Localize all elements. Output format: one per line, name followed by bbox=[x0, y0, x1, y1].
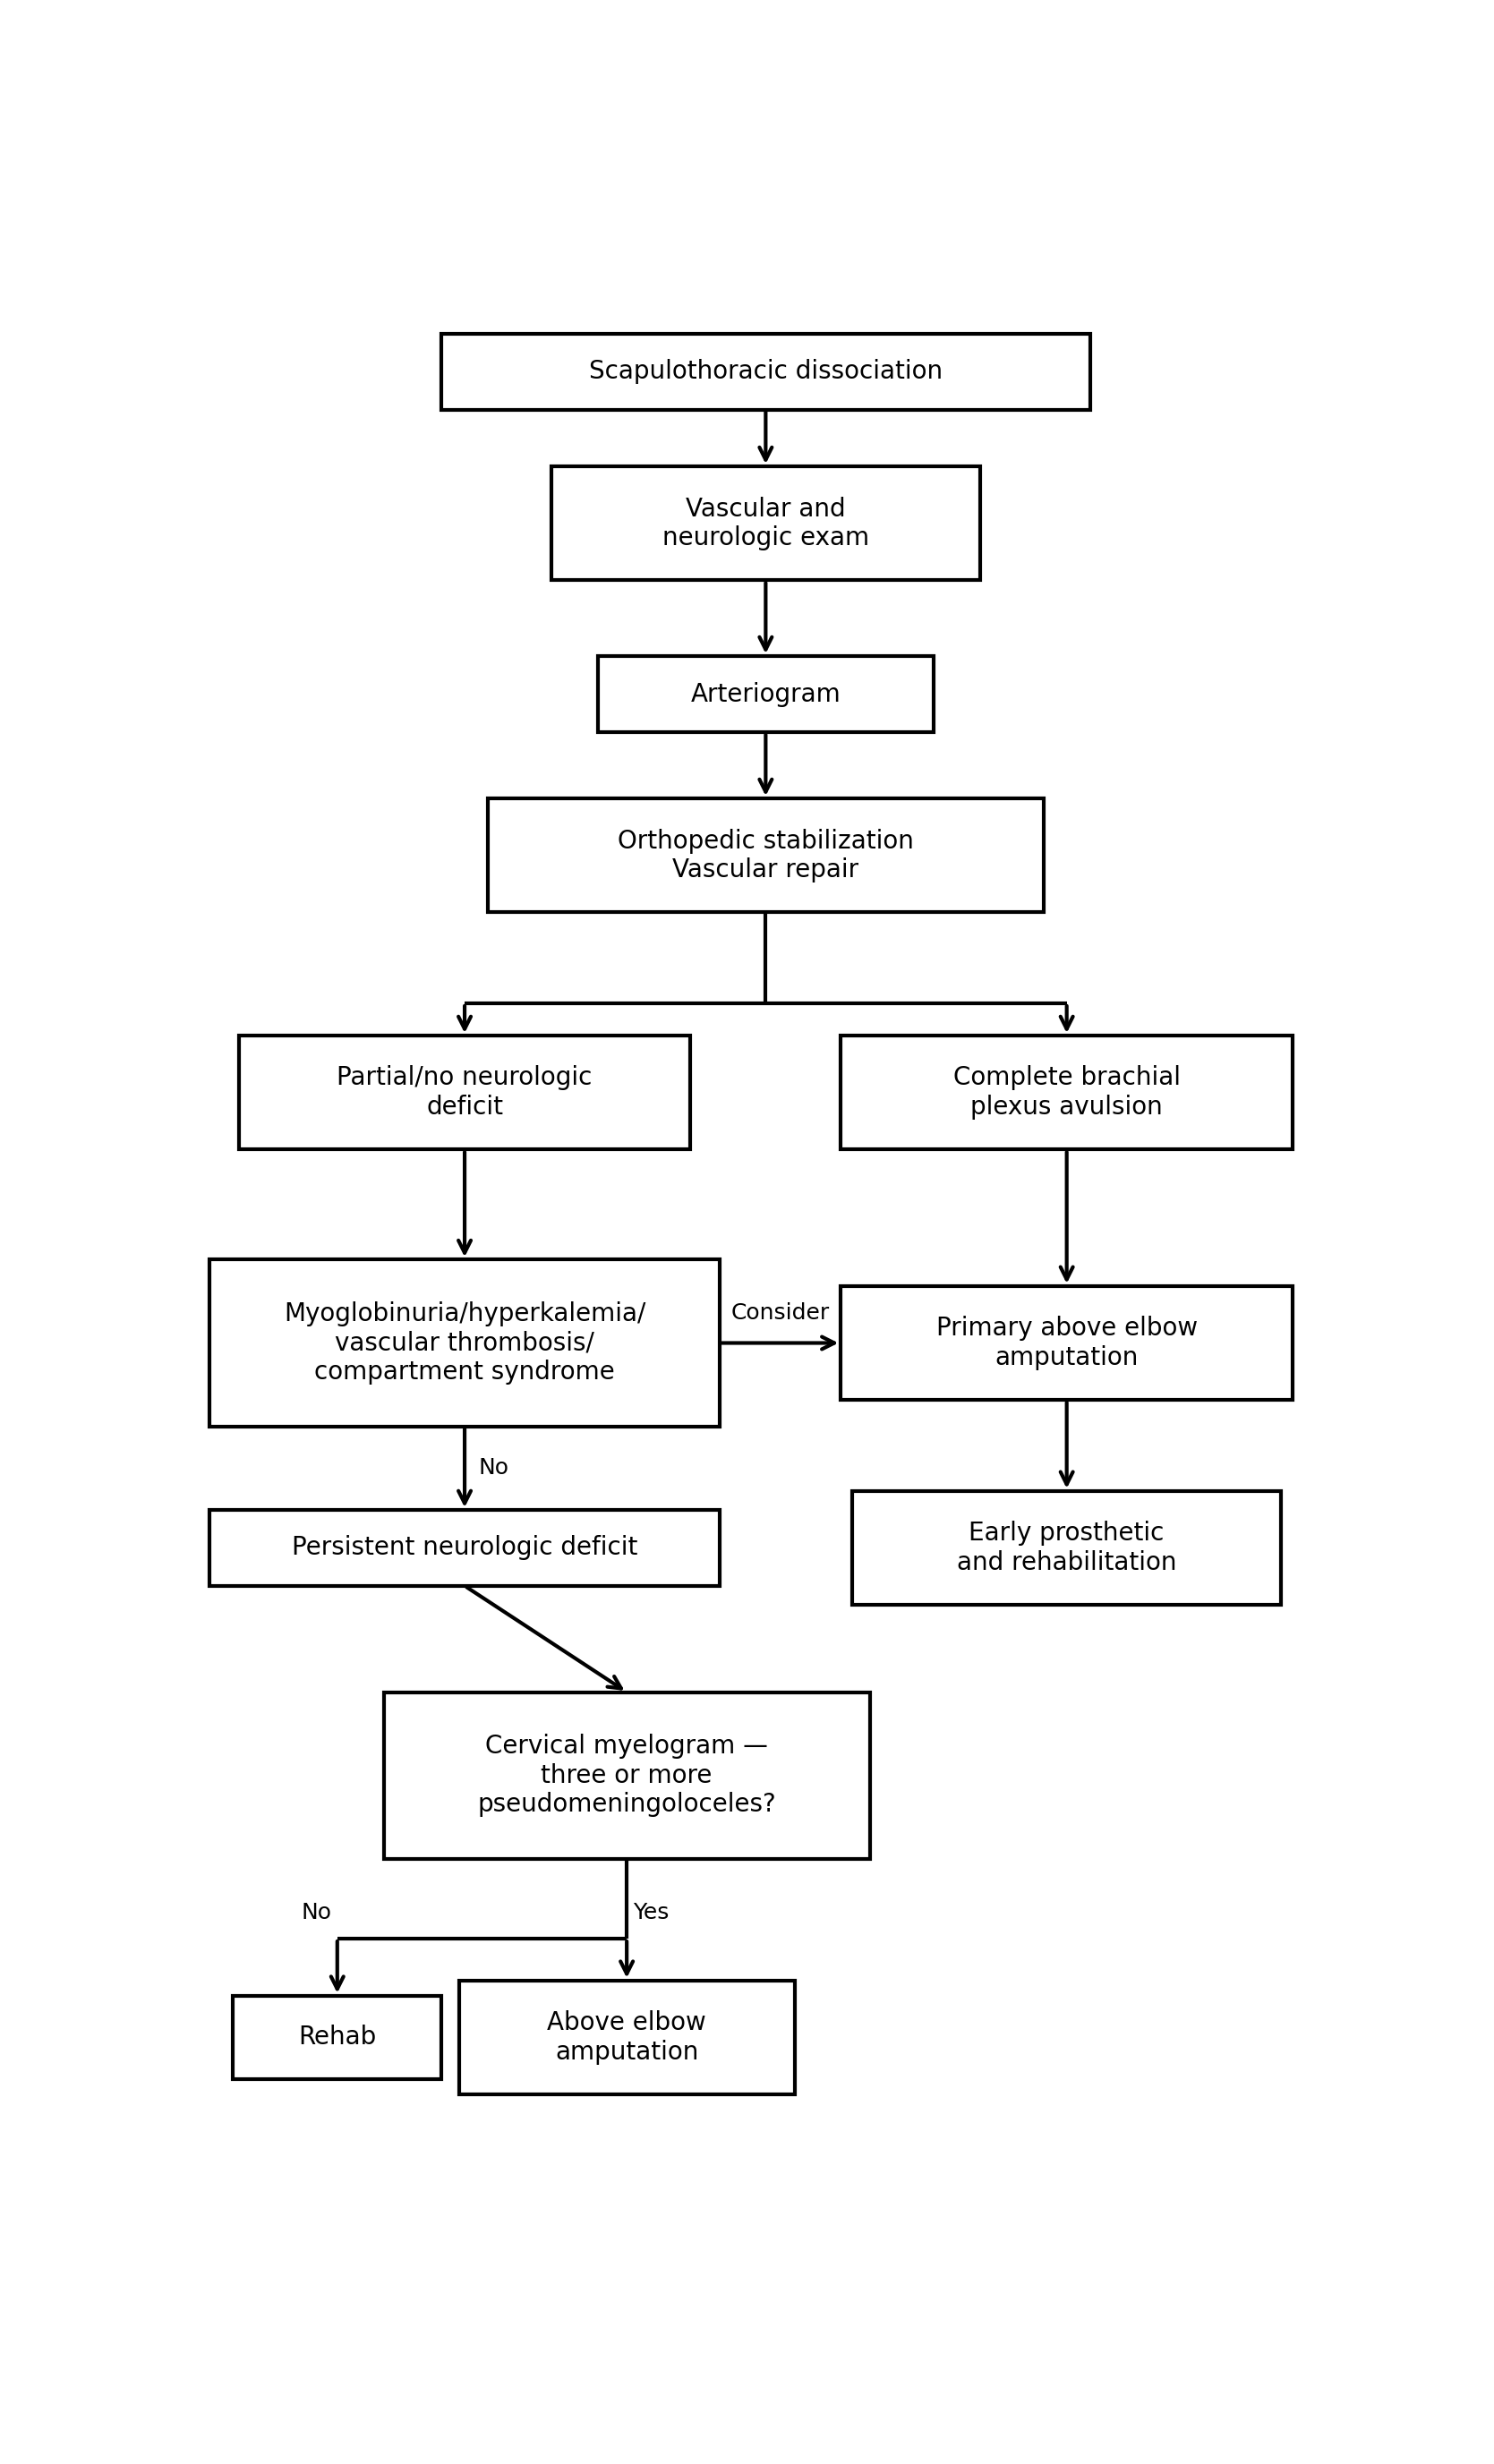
Text: No: No bbox=[478, 1459, 509, 1478]
FancyBboxPatch shape bbox=[442, 333, 1091, 409]
Text: No: No bbox=[302, 1902, 332, 1924]
Text: Vascular and
neurologic exam: Vascular and neurologic exam bbox=[662, 495, 870, 549]
Text: Early prosthetic
and rehabilitation: Early prosthetic and rehabilitation bbox=[956, 1520, 1177, 1574]
Text: Rehab: Rehab bbox=[299, 2025, 376, 2050]
FancyBboxPatch shape bbox=[209, 1259, 719, 1427]
FancyBboxPatch shape bbox=[551, 466, 980, 582]
Text: Myoglobinuria/hyperkalemia/
vascular thrombosis/
compartment syndrome: Myoglobinuria/hyperkalemia/ vascular thr… bbox=[284, 1301, 645, 1385]
Text: Cervical myelogram —
three or more
pseudomeningoloceles?: Cervical myelogram — three or more pseud… bbox=[478, 1735, 775, 1816]
FancyBboxPatch shape bbox=[239, 1035, 690, 1148]
FancyBboxPatch shape bbox=[841, 1035, 1292, 1148]
FancyBboxPatch shape bbox=[853, 1491, 1280, 1604]
Text: Above elbow
amputation: Above elbow amputation bbox=[547, 2011, 707, 2065]
Text: Persistent neurologic deficit: Persistent neurologic deficit bbox=[291, 1535, 638, 1560]
FancyBboxPatch shape bbox=[598, 655, 934, 732]
Text: Complete brachial
plexus avulsion: Complete brachial plexus avulsion bbox=[953, 1064, 1180, 1119]
Text: Consider: Consider bbox=[731, 1303, 829, 1323]
FancyBboxPatch shape bbox=[841, 1286, 1292, 1400]
Text: Yes: Yes bbox=[632, 1902, 669, 1924]
FancyBboxPatch shape bbox=[209, 1510, 719, 1587]
FancyBboxPatch shape bbox=[233, 1996, 442, 2080]
Text: Arteriogram: Arteriogram bbox=[690, 683, 841, 707]
Text: Primary above elbow
amputation: Primary above elbow amputation bbox=[935, 1316, 1198, 1370]
Text: Scapulothoracic dissociation: Scapulothoracic dissociation bbox=[589, 360, 943, 384]
FancyBboxPatch shape bbox=[459, 1981, 795, 2094]
Text: Orthopedic stabilization
Vascular repair: Orthopedic stabilization Vascular repair bbox=[617, 828, 914, 882]
FancyBboxPatch shape bbox=[487, 798, 1043, 912]
Text: Partial/no neurologic
deficit: Partial/no neurologic deficit bbox=[338, 1064, 592, 1119]
FancyBboxPatch shape bbox=[384, 1693, 870, 1858]
